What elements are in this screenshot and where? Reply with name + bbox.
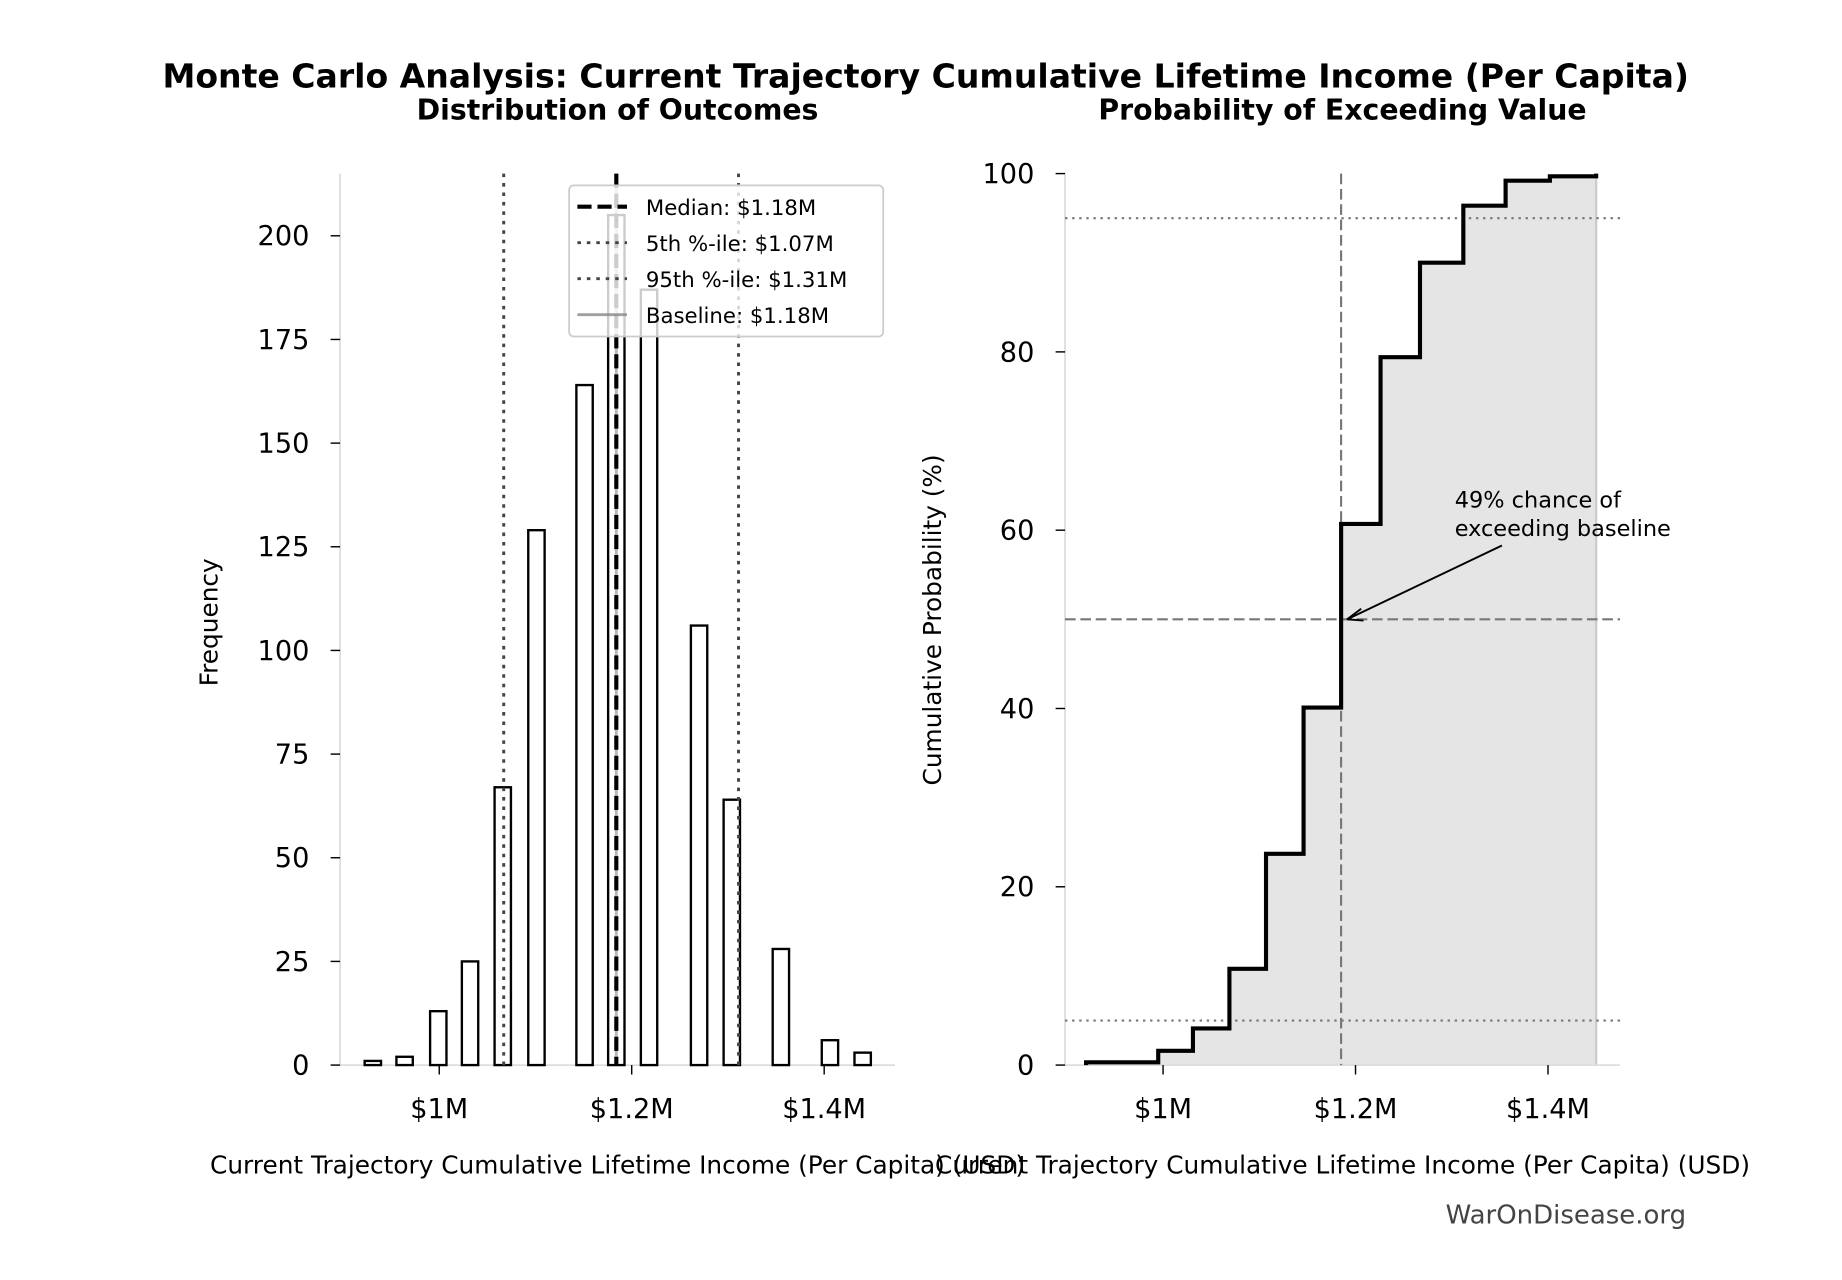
cdf-line: [1084, 173, 1599, 1066]
y-tick-label: 60: [1000, 516, 1035, 547]
histogram-bar: [527, 529, 546, 1067]
y-tick-label: 125: [258, 532, 310, 563]
y-tick-label: 100: [983, 159, 1035, 190]
legend-label: 5th %-ile: $1.07M: [646, 232, 834, 257]
cdf-axes: 0 20 40 60 80 100 $1M $1.2M $1.4M 49% chance ofex…: [983, 159, 1671, 1125]
watermark: WarOnDisease.org: [1446, 1200, 1687, 1230]
annotation-arrow: [1346, 544, 1503, 621]
histogram-bar: [853, 1051, 873, 1067]
annotation-text: 49% chance of: [1455, 488, 1622, 514]
histogram-bar: [363, 1059, 383, 1067]
histogram-bar: [575, 383, 594, 1067]
histogram-axes: 0 25 50 75 100 125 150 175 200 $1M $1.2M $1.4M Media…: [258, 173, 896, 1125]
legend-label: Median: $1.18M: [646, 196, 816, 221]
histogram-bar: [395, 1055, 414, 1067]
x-tick-label: $1.2M: [1314, 1094, 1398, 1125]
y-tick-label: 40: [1000, 694, 1035, 725]
y-tick-label: 100: [258, 636, 310, 667]
histogram-bar: [493, 786, 513, 1067]
arrowhead-icon: [1346, 607, 1364, 622]
legend-label: Baseline: $1.18M: [646, 304, 829, 329]
x-tick-label: $1.2M: [590, 1094, 674, 1125]
figure-title: Monte Carlo Analysis: Current Trajectory…: [162, 56, 1689, 95]
y-tick-label: 150: [258, 429, 310, 460]
right-chart-title: Probability of Exceeding Value: [1098, 93, 1586, 126]
y-tick-label: 80: [1000, 337, 1035, 368]
right-xlabel: Current Trajectory Cumulative Lifetime I…: [935, 1151, 1750, 1180]
legend-label: 95th %-ile: $1.31M: [646, 268, 847, 293]
x-tick-label: $1M: [410, 1094, 468, 1125]
annotation-text: exceeding baseline: [1455, 516, 1671, 542]
y-tick-label: 0: [292, 1051, 309, 1082]
x-tick-label: $1.4M: [782, 1094, 866, 1125]
x-tick-label: $1.4M: [1506, 1094, 1590, 1125]
histogram-bar: [639, 288, 659, 1067]
left-chart-title: Distribution of Outcomes: [417, 93, 819, 126]
histogram-bar: [820, 1039, 840, 1067]
legend-box: [568, 184, 885, 338]
legend: Median: $1.18M 5th %-ile: $1.07M 95th %-il…: [568, 184, 885, 338]
y-tick-label: 50: [275, 843, 310, 874]
left-ylabel: Frequency: [194, 558, 223, 686]
left-xlabel: Current Trajectory Cumulative Lifetime I…: [210, 1151, 1025, 1180]
histogram-bar: [771, 947, 791, 1067]
y-tick-label: 75: [275, 740, 310, 771]
histogram-bar: [428, 1009, 448, 1067]
y-tick-label: 200: [258, 221, 310, 252]
right-ylabel: Cumulative Probability (%): [918, 454, 947, 785]
y-tick-label: 175: [258, 325, 310, 356]
histogram-bar: [460, 960, 480, 1067]
y-tick-label: 0: [1017, 1051, 1034, 1082]
histogram-bar: [689, 624, 709, 1067]
x-tick-label: $1M: [1134, 1094, 1192, 1125]
y-tick-label: 20: [1000, 872, 1035, 903]
y-tick-label: 25: [275, 947, 310, 978]
